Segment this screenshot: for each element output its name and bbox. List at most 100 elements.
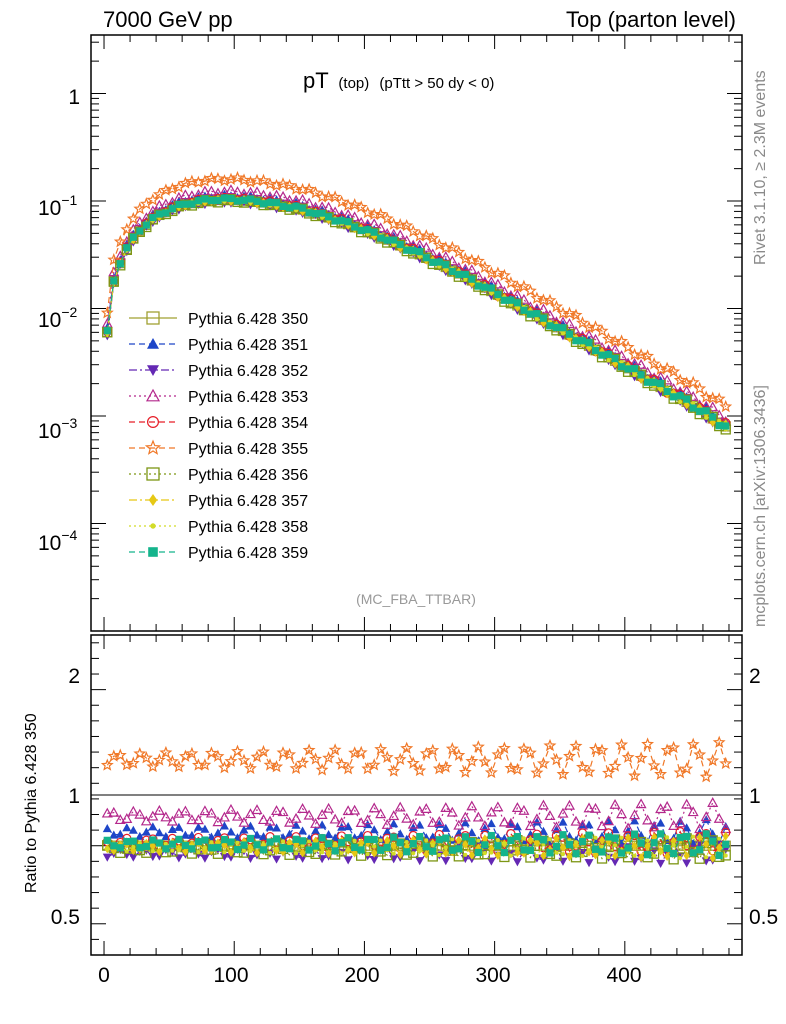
ratio-point — [642, 814, 654, 825]
ratio-point — [316, 809, 328, 819]
ratio-point — [655, 803, 667, 814]
ratio-tick-label-left: 1 — [68, 785, 80, 808]
data-point — [621, 340, 635, 353]
ratio-tick-label-right: 1 — [749, 785, 761, 808]
ratio-point — [446, 806, 458, 817]
ratio-point — [455, 845, 463, 853]
ratio-point — [344, 834, 352, 842]
ratio-point — [331, 841, 339, 851]
header-right: Top (parton level) — [566, 7, 736, 32]
ratio-point — [563, 799, 576, 810]
data-point — [253, 197, 261, 205]
ratio-point — [526, 846, 535, 854]
ratio-point — [409, 840, 417, 848]
ratio-point — [595, 743, 609, 756]
ratio-point — [238, 816, 250, 827]
legend-marker — [147, 338, 159, 349]
data-point — [419, 228, 433, 242]
ratio-point — [251, 804, 263, 815]
ratio-point — [181, 841, 189, 850]
data-point — [478, 260, 492, 273]
ratio-point — [224, 754, 238, 767]
ratio-point — [702, 830, 710, 838]
data-point — [634, 348, 648, 361]
data-point — [624, 365, 632, 373]
ratio-point — [665, 835, 670, 840]
data-point — [276, 177, 290, 190]
ratio-point — [109, 830, 119, 839]
x-tick-label: 100 — [213, 964, 248, 987]
data-point — [526, 310, 535, 318]
ratio-point — [582, 765, 596, 778]
ratio-point — [270, 759, 284, 773]
data-point — [406, 224, 420, 238]
data-point — [409, 247, 417, 255]
ratio-point — [531, 813, 543, 824]
data-point — [348, 197, 362, 211]
ratio-point — [205, 807, 217, 818]
ratio-point — [701, 829, 711, 839]
data-point — [683, 395, 691, 403]
ratio-point — [127, 805, 139, 816]
ratio-point — [367, 758, 381, 771]
ratio-point — [198, 758, 212, 771]
data-point — [609, 344, 621, 355]
data-point — [641, 349, 655, 362]
ratio-point — [465, 754, 479, 767]
ratio-point — [680, 762, 694, 775]
ratio-point — [401, 812, 413, 823]
ratio-point — [590, 802, 602, 813]
ratio-point — [387, 764, 401, 777]
ratio-point — [323, 802, 335, 813]
ratio-point — [569, 739, 583, 752]
data-point — [617, 363, 626, 371]
data-point — [227, 194, 235, 203]
ratio-point — [297, 803, 309, 813]
legend-entry: Pythia 6.428 354 — [129, 415, 308, 432]
data-point — [113, 234, 127, 248]
ratio-point — [654, 767, 668, 780]
ratio-point — [329, 813, 341, 824]
ratio-point — [420, 803, 432, 813]
ratio-point — [389, 832, 399, 842]
ratio-point — [524, 820, 536, 831]
legend-marker — [145, 388, 161, 402]
data-point — [615, 334, 629, 347]
data-point — [461, 270, 469, 278]
ratio-point — [225, 803, 237, 814]
data-point — [576, 316, 589, 329]
ratio-point — [168, 840, 176, 848]
ratio-point — [152, 753, 166, 766]
ratio-point — [550, 821, 562, 832]
data-point — [231, 170, 244, 184]
data-point — [188, 200, 196, 208]
ratio-point — [100, 758, 114, 771]
ratio-point — [442, 834, 450, 842]
legend-label: Pythia 6.428 353 — [188, 389, 308, 406]
ratio-point — [468, 837, 476, 845]
series-main-group — [103, 194, 730, 430]
data-point — [654, 362, 667, 375]
ratio-point — [199, 805, 211, 816]
data-point — [335, 195, 349, 208]
ratio-point — [426, 743, 440, 756]
ratio-point — [682, 823, 692, 832]
ratio-point — [598, 848, 606, 856]
data-point — [283, 178, 297, 191]
ratio-point — [479, 820, 491, 831]
legend-entry: Pythia 6.428 350 — [129, 311, 308, 328]
legend-marker — [147, 365, 159, 376]
ratio-point — [512, 858, 522, 867]
ratio-point — [492, 801, 504, 812]
data-point — [400, 219, 414, 232]
ratio-y-axis-label: Ratio to Pythia 6.428 350 — [23, 713, 40, 893]
data-point — [471, 254, 485, 267]
ratio-point — [113, 748, 127, 761]
legend-label: Pythia 6.428 350 — [188, 311, 308, 328]
series-ratio-group — [100, 735, 733, 783]
data-point — [549, 299, 563, 313]
data-point — [517, 279, 531, 293]
ratio-point — [357, 846, 365, 854]
ratio-tick-label-right: 0.5 — [749, 906, 778, 929]
